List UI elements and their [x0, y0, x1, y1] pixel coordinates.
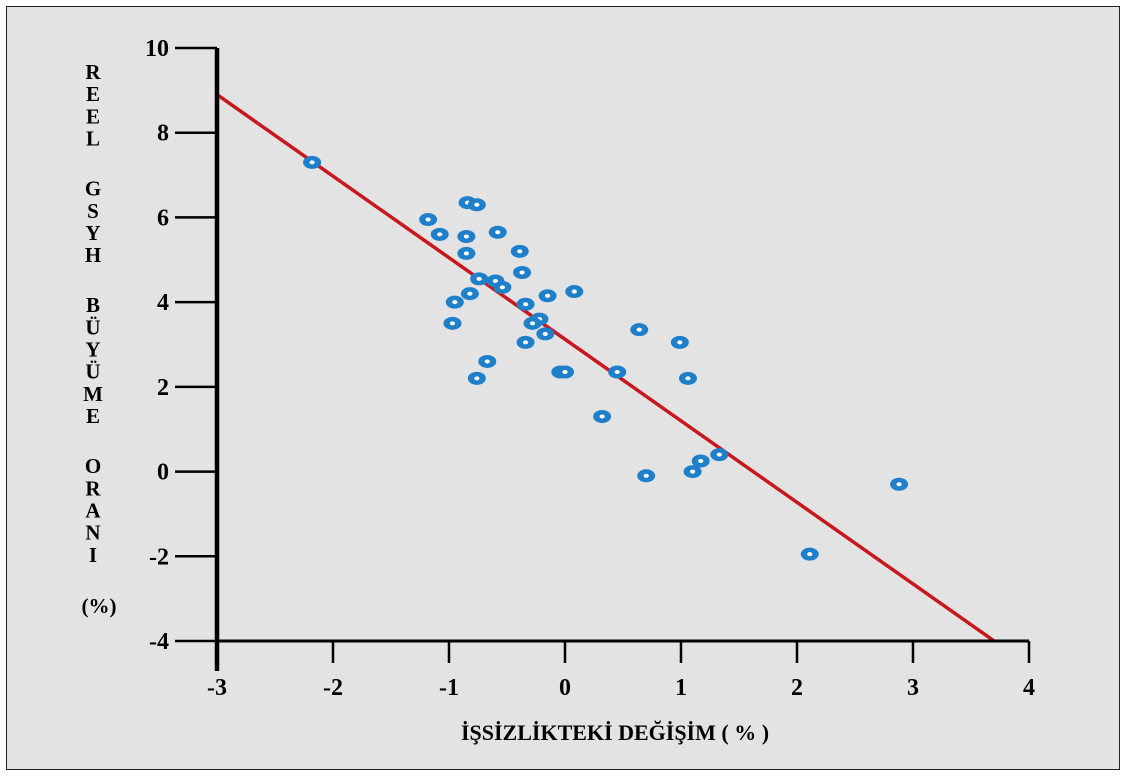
x-tick-label: -3: [207, 675, 227, 701]
y-axis-title-letter: E: [86, 404, 100, 428]
y-axis-title-letter: H: [85, 243, 101, 267]
data-point: [478, 354, 497, 368]
data-point: [467, 371, 486, 385]
y-tick-label: 10: [145, 36, 169, 62]
data-point: [678, 371, 697, 385]
x-tick-label: 4: [1023, 675, 1035, 701]
data-point: [513, 265, 532, 279]
y-axis-title-letter: A: [85, 498, 101, 522]
data-point: [430, 227, 449, 241]
data-point: [565, 285, 584, 299]
y-axis-title-letter: O: [85, 454, 101, 478]
chart-panel: -4 -2 0 2 4 6 8 10 -3 -2 -1 0 1 2 3 4 İŞSİZLİKTEKİ DEĞİ…: [6, 6, 1120, 770]
data-point: [683, 465, 702, 479]
data-point: [523, 316, 542, 330]
y-axis-title-letter: G: [85, 177, 101, 201]
data-point: [593, 410, 612, 424]
data-point: [556, 365, 574, 379]
y-axis-title-letter: Ü: [85, 315, 100, 339]
data-point: [890, 477, 909, 491]
data-point: [419, 213, 438, 227]
data-point: [630, 323, 649, 337]
data-point: [670, 335, 689, 349]
data-point: [800, 547, 819, 561]
data-point: [516, 297, 535, 311]
data-point: [536, 327, 555, 341]
data-point: [457, 246, 476, 260]
data-point: [488, 225, 507, 239]
y-axis-title-letter: L: [86, 127, 100, 151]
y-tick-label: -4: [149, 629, 169, 655]
y-axis-title-letter: N: [85, 521, 100, 545]
data-point: [510, 244, 529, 258]
y-axis-title-letter: Y: [85, 338, 100, 362]
y-axis-unit: (%): [82, 594, 117, 618]
data-point: [538, 289, 557, 303]
x-tick-label: 2: [791, 675, 803, 701]
fit-line-layer: [215, 93, 996, 643]
data-point: [443, 316, 462, 330]
data-point: [637, 469, 656, 483]
y-axis-title-letter: E: [86, 82, 100, 106]
x-tick-label: 1: [675, 675, 687, 701]
data-point: [691, 454, 710, 468]
data-points: [303, 155, 909, 561]
x-tick-label: -2: [323, 675, 343, 701]
y-tick-label: 0: [157, 460, 169, 486]
y-axis-title-letter: Y: [85, 221, 100, 245]
y-tick-label: 8: [157, 121, 169, 147]
data-point: [467, 198, 486, 212]
data-point: [457, 229, 476, 243]
y-tick-label: 6: [157, 205, 169, 231]
y-axis-title-letter: S: [87, 199, 99, 223]
y-tick-label: 2: [157, 375, 169, 401]
scatter-chart: -4 -2 0 2 4 6 8 10 -3 -2 -1 0 1 2 3 4 İŞSİZLİKTEKİ DEĞİ…: [82, 36, 1036, 745]
axes: [175, 46, 1031, 671]
data-point: [460, 287, 479, 301]
x-tick-label: 3: [907, 675, 919, 701]
axis-titles: İŞSİZLİKTEKİ DEĞİŞİM ( % )REELGSYHBÜYÜME…: [82, 60, 770, 745]
y-axis-title-letter: I: [89, 543, 97, 567]
x-tick-label: -1: [439, 675, 459, 701]
y-axis-title-letter: E: [86, 104, 100, 128]
x-axis-title: İŞSİZLİKTEKİ DEĞİŞİM ( % ): [461, 720, 769, 745]
data-point: [303, 155, 322, 169]
regression-line: [215, 93, 996, 643]
y-axis-title-letter: R: [85, 476, 101, 500]
data-point: [445, 295, 464, 309]
data-point: [516, 335, 535, 349]
y-axis-title-letter: R: [85, 60, 101, 84]
y-tick-label: -2: [149, 544, 169, 570]
data-point: [493, 280, 512, 294]
y-axis-title-letter: M: [83, 382, 103, 406]
y-tick-label: 4: [157, 290, 169, 316]
data-point: [470, 272, 489, 286]
tick-labels: -4 -2 0 2 4 6 8 10 -3 -2 -1 0 1 2 3 4: [145, 36, 1035, 701]
y-axis-title-letter: Ü: [85, 360, 100, 384]
data-point: [710, 448, 729, 462]
data-point: [608, 365, 627, 379]
y-axis-title-letter: B: [86, 293, 100, 317]
x-tick-label: 0: [559, 675, 571, 701]
